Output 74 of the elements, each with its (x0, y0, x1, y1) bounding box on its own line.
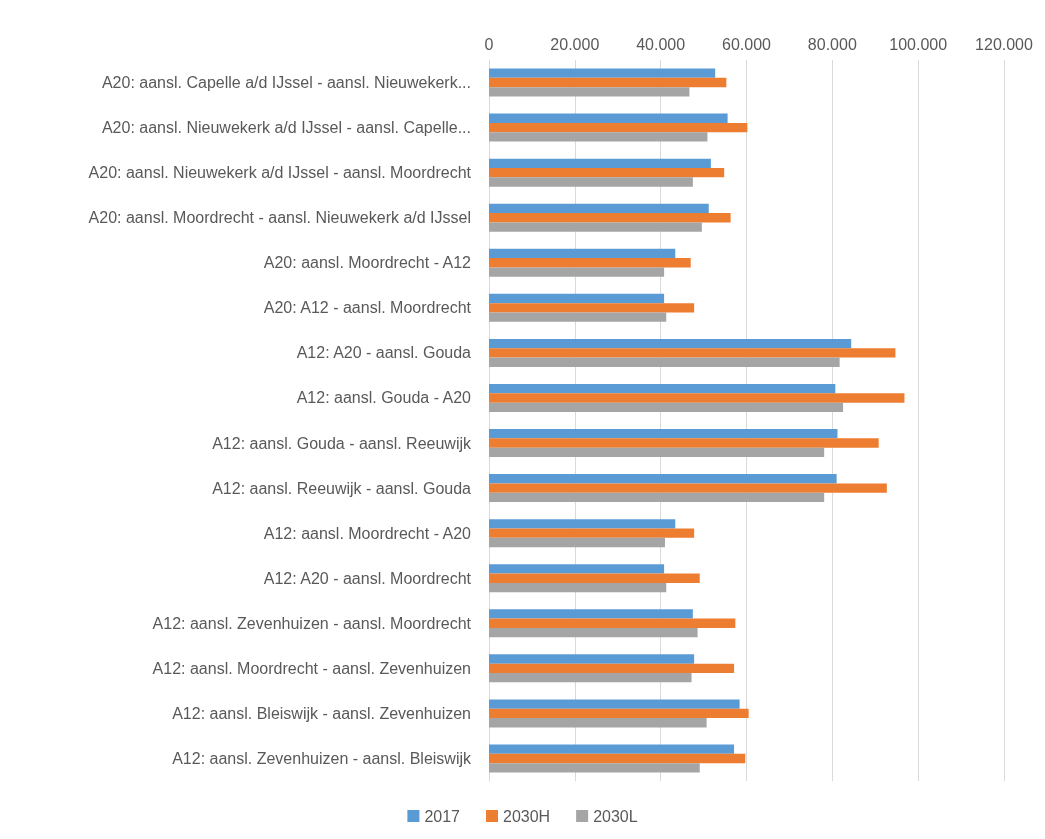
bar (489, 267, 665, 277)
bar (489, 519, 676, 529)
bar (489, 429, 838, 439)
bar (489, 573, 700, 583)
bar (489, 77, 727, 88)
y-tick-label: A12: aansl. Moordrecht - aansl. Zevenhuizen (152, 659, 471, 677)
bar (489, 537, 665, 548)
y-tick-label: A20: aansl. Moordrecht - A12 (263, 254, 472, 272)
y-tick-label: A12: aansl. Reeuwijk - aansl. Gouda (212, 479, 472, 497)
y-tick-label: A12: aansl. Zevenhuizen - aansl. Moordrecht (152, 614, 472, 632)
bar (489, 753, 746, 764)
bar (489, 763, 700, 773)
bar (489, 248, 676, 259)
y-tick-label: A20: aansl. Nieuwekerk a/d IJssel - aansl. Moordrecht (88, 164, 472, 182)
bar (489, 393, 905, 403)
bar (489, 492, 825, 503)
bar (489, 303, 695, 313)
y-tick-label: A12: A20 - aansl. Moordrecht (263, 569, 472, 587)
bar (489, 708, 749, 719)
bar (489, 618, 736, 628)
bar (489, 402, 844, 412)
bar (489, 68, 716, 78)
x-tick-label: 0 (484, 35, 494, 53)
bar (489, 582, 667, 593)
x-tick-label: 60.000 (722, 35, 772, 53)
y-tick-label: A12: A20 - aansl. Gouda (296, 344, 472, 362)
bar (489, 438, 879, 448)
bar (489, 87, 690, 97)
legend-label: 2030H (502, 807, 551, 825)
y-tick-label: A12: aansl. Zevenhuizen - aansl. Bleiswijk (172, 749, 472, 767)
y-tick-label: A20: A12 - aansl. Moordrecht (263, 299, 472, 317)
x-tick-label: 120.000 (975, 35, 1034, 53)
legend-label: 2017 (424, 807, 461, 825)
bar (489, 474, 837, 484)
x-tick-label: 40.000 (636, 35, 686, 53)
bar (489, 718, 707, 728)
bar (489, 654, 695, 664)
bar (489, 564, 665, 574)
x-tick-label: 80.000 (807, 35, 857, 53)
bar (489, 744, 735, 754)
bar (489, 357, 840, 367)
bar (489, 528, 695, 538)
bar (489, 122, 748, 133)
y-tick-label: A12: aansl. Bleiswijk - aansl. Zevenhuizen (172, 704, 471, 722)
y-tick-label: A20: aansl. Nieuwekerk a/d IJssel - aansl. Capelle... (101, 119, 471, 137)
bar (489, 447, 825, 457)
bar (489, 338, 852, 349)
bar (489, 609, 693, 619)
y-tick-label: A20: aansl. Moordrecht - aansl. Nieuwekerk a/d IJssel (88, 209, 471, 227)
bar (489, 177, 693, 187)
bar (489, 113, 728, 123)
bar (489, 384, 836, 394)
bar (489, 483, 887, 493)
y-tick-label: A12: aansl. Gouda - A20 (296, 389, 472, 407)
bar (489, 348, 896, 358)
bar (489, 627, 698, 638)
bar (489, 203, 709, 214)
y-tick-label: A12: aansl. Gouda - aansl. Reeuwijk (212, 434, 472, 452)
bar (489, 258, 691, 268)
x-tick-label: 20.000 (550, 35, 600, 53)
bar (489, 213, 731, 223)
bar (489, 132, 708, 142)
bar (489, 699, 740, 709)
bar (489, 663, 735, 673)
bar (489, 312, 667, 322)
x-tick-label: 100.000 (889, 35, 948, 53)
bar (489, 158, 711, 168)
bar (489, 293, 665, 304)
bar (489, 222, 702, 232)
legend-label: 2030L (593, 807, 638, 825)
y-tick-label: A20: aansl. Capelle a/d IJssel - aansl. Nieuwekerk... (101, 74, 471, 92)
y-tick-label: A12: aansl. Moordrecht - A20 (263, 524, 472, 542)
bar (489, 168, 725, 178)
bar (489, 673, 692, 683)
